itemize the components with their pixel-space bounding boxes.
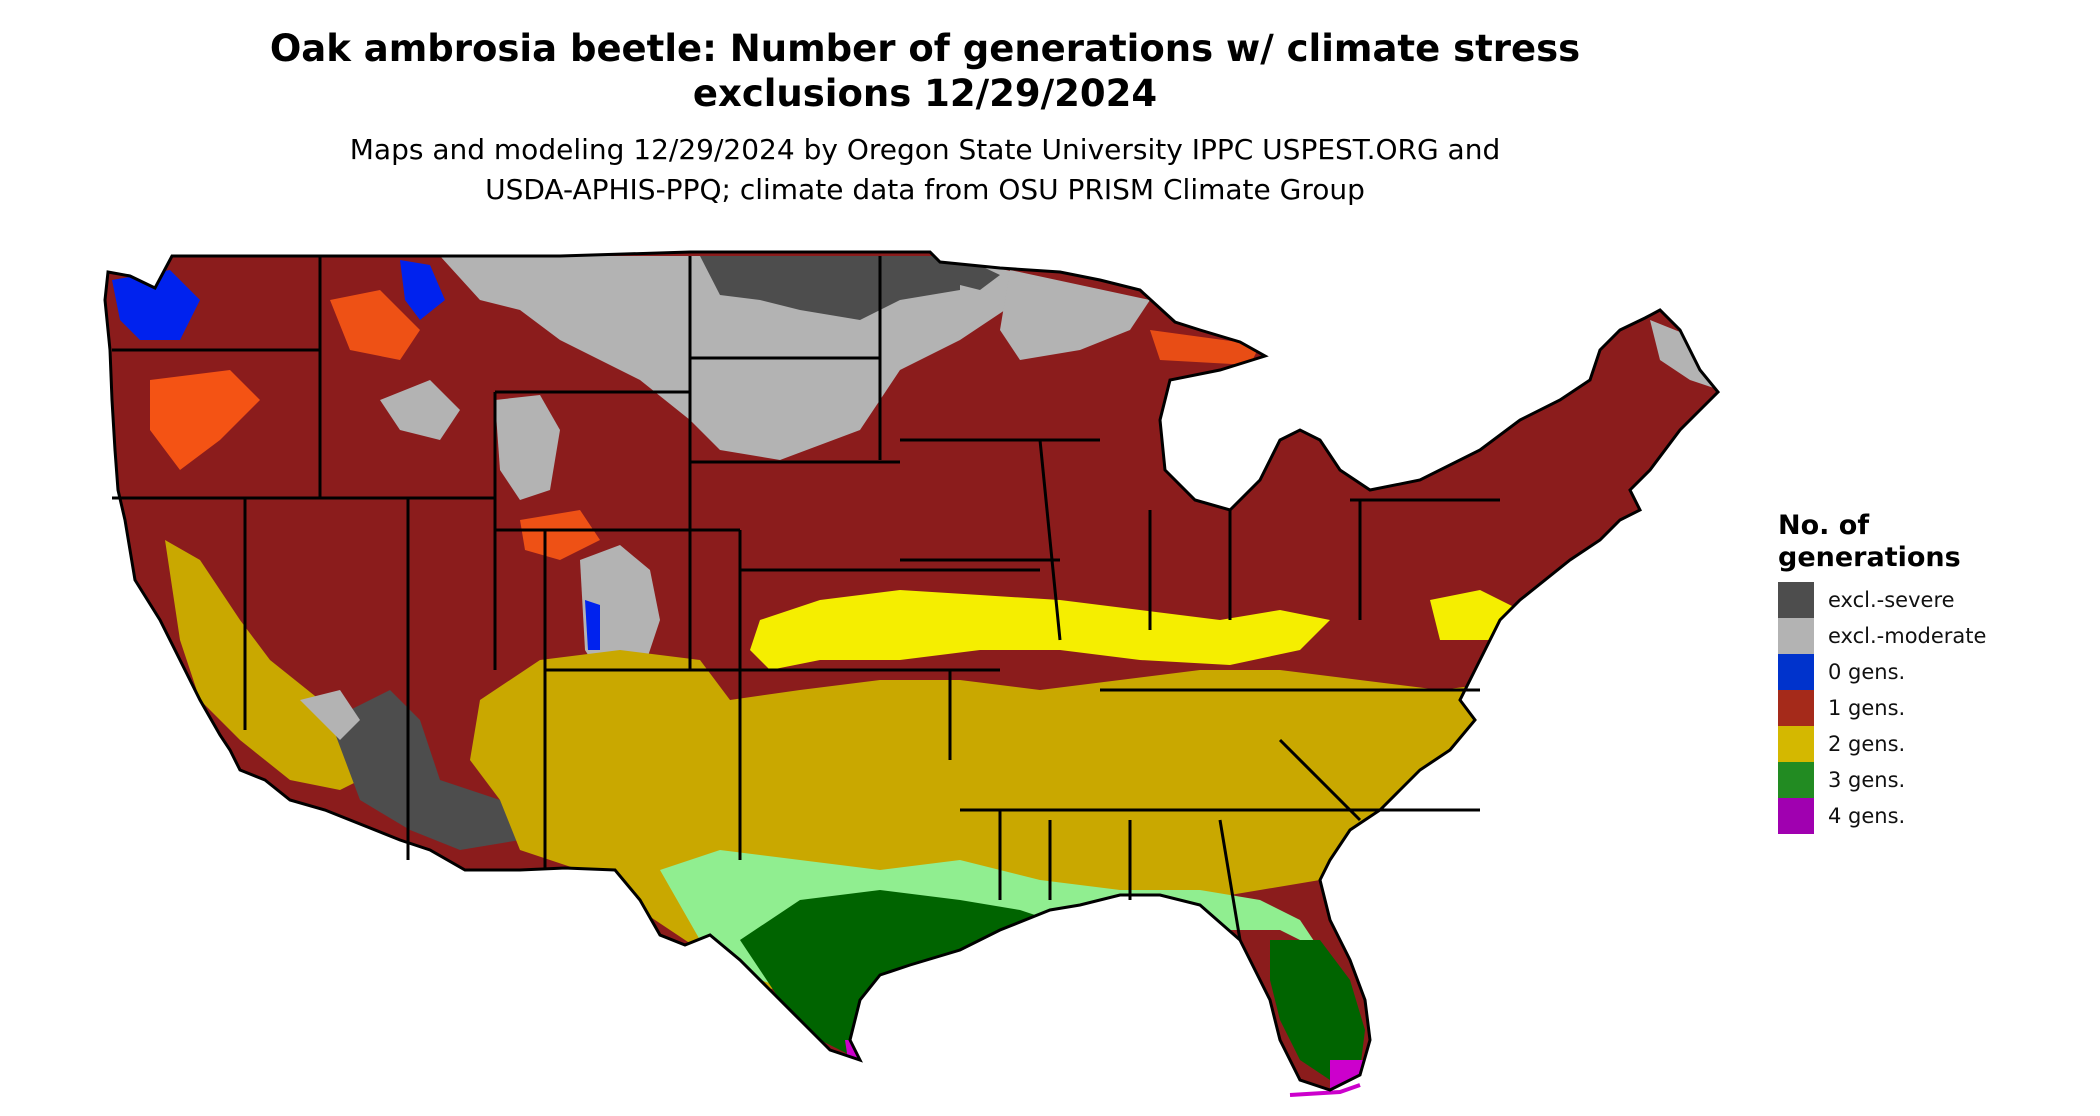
legend-label: 2 gens.	[1828, 732, 1906, 756]
legend-swatch	[1778, 618, 1814, 654]
legend-swatch	[1778, 654, 1814, 690]
legend-swatch	[1778, 798, 1814, 834]
legend-item: excl.-severe	[1778, 582, 2078, 618]
legend-item: 0 gens.	[1778, 654, 2078, 690]
legend-item: 1 gens.	[1778, 690, 2078, 726]
legend-label: 1 gens.	[1828, 696, 1906, 720]
map-title: Oak ambrosia beetle: Number of generatio…	[0, 26, 1850, 116]
legend-label: 0 gens.	[1828, 660, 1906, 684]
legend-item: 2 gens.	[1778, 726, 2078, 762]
legend-item: 4 gens.	[1778, 798, 2078, 834]
legend-label: 4 gens.	[1828, 804, 1906, 828]
legend-item: excl.-moderate	[1778, 618, 2078, 654]
legend-label: excl.-moderate	[1828, 624, 1987, 648]
legend-swatch	[1778, 762, 1814, 798]
title-line-2: exclusions 12/29/2024	[692, 72, 1158, 115]
legend-swatch	[1778, 690, 1814, 726]
subtitle-line-2: USDA-APHIS-PPQ; climate data from OSU PR…	[485, 173, 1365, 206]
legend-title: No. of generations	[1778, 510, 2078, 574]
legend: No. of generations excl.-severe excl.-mod…	[1778, 510, 2078, 834]
map-subtitle: Maps and modeling 12/29/2024 by Oregon S…	[0, 130, 1850, 210]
legend-label: 3 gens.	[1828, 768, 1906, 792]
legend-items: excl.-severe excl.-moderate 0 gens. 1 gens.…	[1778, 582, 2078, 834]
legend-swatch	[1778, 582, 1814, 618]
legend-swatch	[1778, 726, 1814, 762]
legend-item: 3 gens.	[1778, 762, 2078, 798]
subtitle-line-1: Maps and modeling 12/29/2024 by Oregon S…	[349, 133, 1501, 166]
title-line-1: Oak ambrosia beetle: Number of generatio…	[269, 27, 1581, 70]
legend-title-line-1: No. of	[1778, 510, 1870, 541]
legend-title-line-2: generations	[1778, 542, 1961, 573]
legend-label: excl.-severe	[1828, 588, 1955, 612]
